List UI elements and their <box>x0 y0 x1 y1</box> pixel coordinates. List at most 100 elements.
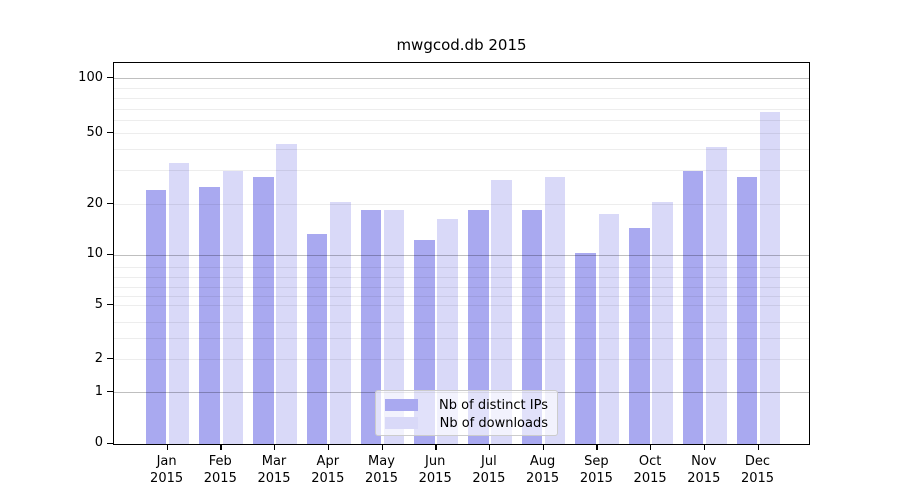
bar-distinct-ips-feb <box>199 186 220 444</box>
x-tick-label-feb: Feb 2015 <box>190 453 250 487</box>
bar-distinct-ips-nov <box>682 170 704 444</box>
legend-entry-distinct-ips: Nb of distinct IPs <box>385 396 548 414</box>
gridline-90 <box>114 88 809 89</box>
bar-downloads-aug <box>544 176 566 444</box>
x-tick-mark-jul <box>488 445 491 450</box>
y-tick-label-100: 100 <box>78 69 103 85</box>
bar-distinct-ips-sep <box>575 252 597 444</box>
x-tick-label-may: May 2015 <box>352 453 412 487</box>
plot-area <box>113 62 810 445</box>
bar-downloads-jul <box>491 179 512 444</box>
x-tick-mark-nov <box>703 445 706 450</box>
month-name: Nov <box>691 454 717 469</box>
y-tick-mark-5 <box>107 304 113 306</box>
bar-downloads-may <box>383 209 405 444</box>
legend-swatch-downloads <box>385 417 418 429</box>
month-year: 2015 <box>740 471 775 486</box>
gridline-80 <box>114 98 809 99</box>
bar-distinct-ips-mar <box>253 176 274 444</box>
bar-distinct-ips-oct <box>629 228 650 444</box>
gridline-10 <box>114 254 809 256</box>
x-tick-mark-may <box>381 445 383 450</box>
x-tick-label-dec: Dec 2015 <box>728 453 788 487</box>
x-tick-label-mar: Mar 2015 <box>244 453 304 487</box>
month-name: Jan <box>156 454 177 469</box>
x-tick-mark-aug <box>542 445 544 450</box>
gridline-70 <box>114 109 809 110</box>
gridline-3 <box>114 337 809 339</box>
gridline-20 <box>114 204 809 205</box>
y-tick-label-10: 10 <box>86 246 103 262</box>
month-name: Jul <box>481 454 497 469</box>
gridline-100 <box>114 78 809 79</box>
x-tick-label-jul: Jul 2015 <box>459 453 519 487</box>
bar-distinct-ips-jul <box>467 209 489 444</box>
legend-swatch-distinct-ips <box>385 399 418 411</box>
x-tick-mark-jan <box>166 445 168 450</box>
x-tick-label-jan: Jan 2015 <box>137 453 197 487</box>
x-tick-mark-feb <box>220 445 222 450</box>
x-tick-label-jun: Jun 2015 <box>405 453 465 487</box>
bar-downloads-feb <box>222 170 244 444</box>
bar-distinct-ips-may <box>360 209 382 444</box>
gridline-6 <box>114 296 809 297</box>
bar-distinct-ips-jan <box>145 190 167 444</box>
bar-downloads-jun <box>437 218 459 444</box>
bar-downloads-jan <box>168 163 190 444</box>
x-tick-label-apr: Apr 2015 <box>298 453 358 487</box>
month-year: 2015 <box>472 471 506 486</box>
month-name: Feb <box>208 454 232 469</box>
y-tick-label-50: 50 <box>86 124 103 140</box>
gridline-5 <box>114 305 809 306</box>
chart-title: mwgcod.db 2015 <box>396 36 527 54</box>
x-tick-mark-dec <box>757 445 759 450</box>
month-name: Dec <box>744 454 771 469</box>
month-year: 2015 <box>364 471 399 486</box>
month-year: 2015 <box>257 471 291 486</box>
bar-distinct-ips-dec <box>736 176 758 444</box>
gridline-4 <box>114 322 809 323</box>
y-tick-mark-50 <box>107 132 113 134</box>
x-tick-label-sep: Sep 2015 <box>566 453 626 487</box>
legend: Nb of distinct IPs Nb of downloads <box>375 390 558 436</box>
bar-downloads-apr <box>330 202 351 444</box>
month-name: Apr <box>316 454 340 469</box>
bar-downloads-dec <box>759 112 781 444</box>
gridline-40 <box>114 149 809 150</box>
x-tick-label-nov: Nov 2015 <box>674 453 734 487</box>
x-tick-mark-jun <box>435 445 437 450</box>
month-name: Mar <box>261 454 287 469</box>
x-tick-mark-apr <box>327 445 330 450</box>
y-tick-label-0: 0 <box>94 435 103 450</box>
y-tick-mark-100 <box>107 77 113 79</box>
legend-label: Nb of distinct IPs <box>439 397 548 413</box>
legend-entry-downloads: Nb of downloads <box>385 414 548 432</box>
x-tick-label-oct: Oct 2015 <box>620 453 680 487</box>
gridline-9 <box>114 266 809 268</box>
gridline-8 <box>114 276 809 278</box>
gridline-7 <box>114 286 809 288</box>
y-tick-mark-10 <box>107 253 113 256</box>
month-year: 2015 <box>311 471 345 486</box>
x-tick-label-aug: Aug 2015 <box>513 453 573 487</box>
gridline-2 <box>114 359 809 360</box>
month-year: 2015 <box>150 471 184 486</box>
bar-distinct-ips-aug <box>521 209 543 444</box>
y-tick-label-2: 2 <box>94 350 103 366</box>
y-tick-mark-2 <box>107 358 113 360</box>
y-tick-label-20: 20 <box>86 195 103 211</box>
y-tick-label-1: 1 <box>94 383 103 399</box>
month-year: 2015 <box>687 471 721 486</box>
month-year: 2015 <box>526 471 560 486</box>
x-tick-mark-mar <box>274 445 276 450</box>
bar-downloads-mar <box>276 143 297 444</box>
month-year: 2015 <box>579 471 613 486</box>
month-year: 2015 <box>633 471 667 486</box>
y-tick-mark-0 <box>107 442 113 444</box>
bar-downloads-nov <box>706 147 727 444</box>
gridline-60 <box>114 120 809 122</box>
x-tick-mark-oct <box>650 445 652 450</box>
bar-distinct-ips-apr <box>306 233 328 444</box>
bar-downloads-sep <box>598 214 620 444</box>
